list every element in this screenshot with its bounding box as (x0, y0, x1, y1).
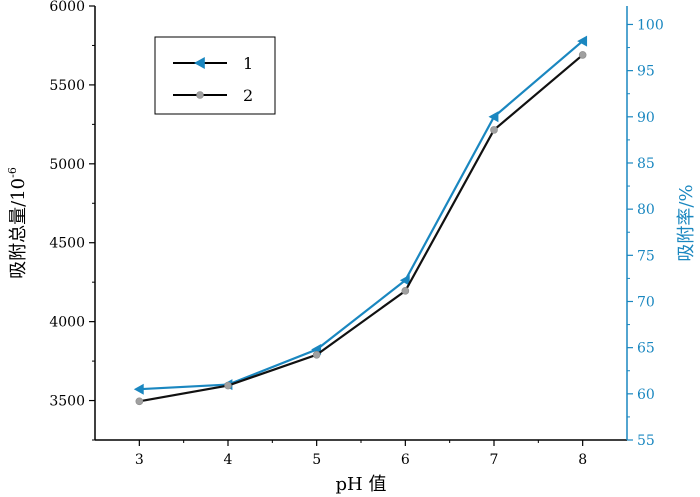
left-y-axis-title-text: 吸附总量/10 (8, 178, 29, 279)
x-tick-label: 5 (312, 452, 321, 468)
left-y-tick-label: 6000 (49, 0, 85, 15)
series-2-point (312, 350, 321, 359)
right-y-tick-label: 95 (637, 64, 655, 80)
series-2-point (224, 381, 232, 390)
x-tick-label: 6 (401, 452, 410, 468)
series-layer (133, 35, 588, 406)
right-y-tick-label: 75 (637, 248, 655, 264)
left-y-tick-label: 4000 (49, 315, 85, 331)
legend: 12 (154, 36, 276, 115)
x-tick-label: 8 (578, 452, 587, 468)
legend-marker (196, 91, 204, 99)
series-1-point (133, 383, 144, 395)
series-2-line (139, 54, 584, 403)
left-y-tick-label: 3500 (49, 394, 85, 410)
right-y-tick-label: 90 (637, 110, 655, 126)
right-y-tick-label: 70 (637, 294, 655, 310)
right-y-tick-label: 85 (637, 156, 655, 172)
right-y-tick-label: 65 (637, 341, 655, 357)
series-2-point (490, 126, 498, 134)
right-y-tick-label: 100 (637, 17, 664, 33)
series-2-point (135, 397, 144, 406)
series-1-point (488, 111, 499, 123)
x-tick-label: 7 (490, 452, 499, 468)
x-axis-title: pH 值 (336, 474, 387, 495)
legend-label: 1 (243, 54, 253, 73)
left-y-tick-label: 4500 (49, 236, 85, 252)
legend-item-1: 1 (173, 54, 253, 73)
series-1-point (399, 274, 410, 286)
legend-box (154, 36, 276, 115)
legend-marker (194, 57, 205, 69)
left-y-tick-label: 5000 (49, 157, 85, 173)
left-y-tick-label: 5500 (49, 78, 85, 94)
right-y-axis-title: 吸附率/% (676, 184, 697, 261)
right-y-tick-label: 55 (637, 433, 655, 449)
series-2 (135, 51, 587, 406)
legend-label: 2 (243, 86, 253, 105)
x-tick-label: 3 (135, 452, 144, 468)
left-y-axis-title-exponent: -6 (6, 167, 19, 178)
axes: 3 4 5 6 7 8 3500 4000 4500 5000 5500 6000 55 60 65 70 75… (6, 0, 697, 495)
legend-item-2: 2 (173, 86, 253, 105)
left-y-axis-title: 吸附总量/10-6 (6, 167, 29, 279)
series-2-point (578, 51, 587, 59)
series-1-line (139, 40, 584, 391)
series-1-point (577, 35, 588, 47)
right-y-tick-label: 60 (637, 387, 655, 403)
series-2-point (401, 287, 410, 295)
x-tick-label: 4 (224, 452, 233, 468)
right-y-tick-label: 80 (637, 202, 655, 218)
